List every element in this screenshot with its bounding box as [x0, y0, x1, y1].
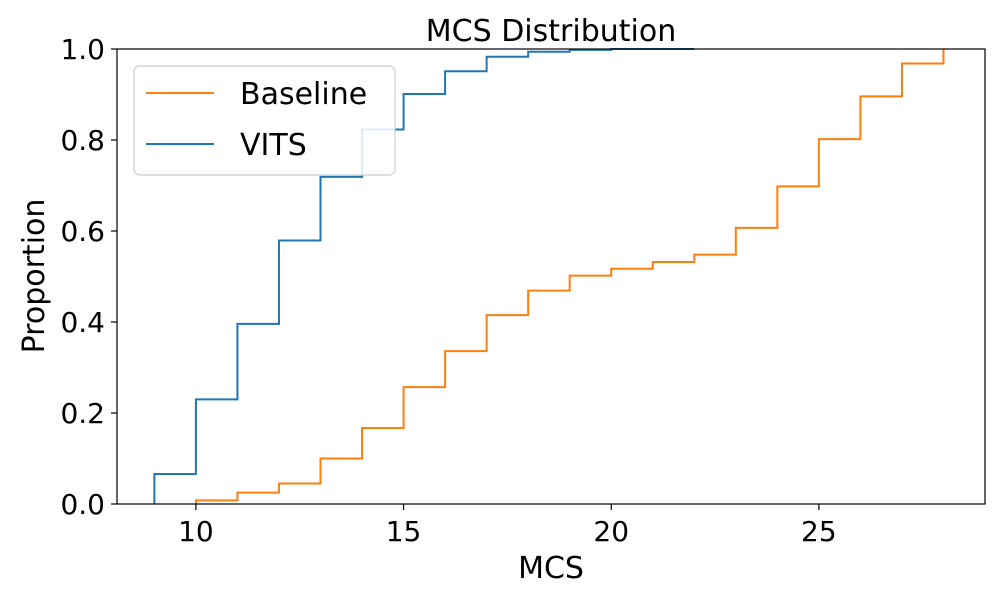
x-tick-label: 25 [801, 515, 837, 548]
y-tick-label: 0.4 [60, 306, 105, 339]
x-tick-label: 20 [593, 515, 629, 548]
y-tick-label: 0.6 [60, 215, 105, 248]
y-tick-label: 0.0 [60, 488, 105, 521]
series-line-baseline [194, 49, 945, 504]
legend-label-vits: VITS [240, 128, 307, 163]
x-axis-ticks: 10 15 20 25 [178, 504, 837, 548]
y-tick-label: 0.8 [60, 124, 105, 157]
chart-title: MCS Distribution [426, 14, 676, 49]
x-tick-label: 10 [178, 515, 214, 548]
y-tick-label: 1.0 [60, 33, 105, 66]
series-layer [153, 48, 945, 504]
legend-items: Baseline VITS [146, 77, 367, 163]
legend: Baseline VITS [133, 65, 396, 176]
legend-label-baseline: Baseline [240, 77, 367, 112]
y-axis-title: Proportion [17, 199, 52, 354]
x-axis-title: MCS [518, 551, 584, 586]
y-tick-label: 0.2 [60, 397, 105, 430]
series-line-vits [153, 48, 695, 504]
x-tick-label: 15 [386, 515, 422, 548]
y-axis-ticks: 0.0 0.2 0.4 0.6 0.8 1.0 [60, 33, 117, 521]
plot-area-frame [116, 48, 986, 505]
